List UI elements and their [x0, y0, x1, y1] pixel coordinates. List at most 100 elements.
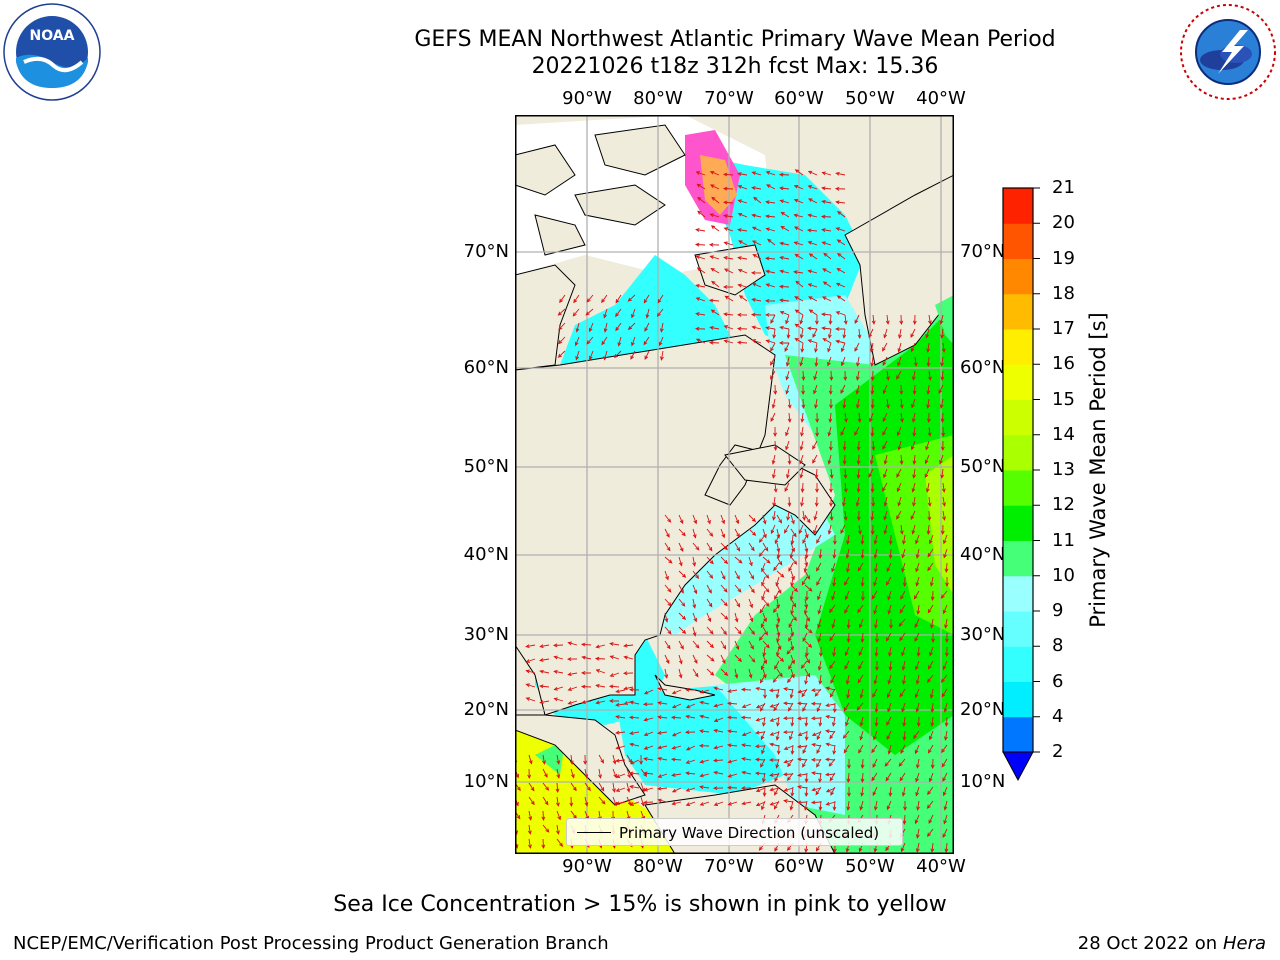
- wave-arrow: [899, 604, 906, 614]
- wave-arrow: [844, 590, 850, 601]
- wave-arrow: [874, 562, 878, 573]
- wave-arrow: [886, 688, 892, 699]
- wave-arrow: [926, 524, 931, 536]
- wave-arrow: [765, 200, 776, 205]
- wave-arrow: [692, 584, 698, 595]
- wave-arrow: [816, 562, 822, 572]
- coastal-water: [645, 495, 835, 635]
- wave-arrow: [812, 440, 818, 450]
- wave-arrow: [692, 542, 700, 551]
- wave-arrow: [800, 426, 804, 437]
- wave-arrow: [808, 198, 818, 204]
- wave-arrow: [844, 604, 850, 614]
- wave-arrow: [664, 598, 672, 607]
- wave-arrow: [943, 702, 948, 713]
- wave-arrow: [580, 684, 592, 689]
- wave-arrow: [553, 686, 564, 691]
- wave-arrow: [588, 322, 594, 333]
- wave-arrow: [581, 700, 592, 705]
- wave-arrow: [796, 757, 808, 762]
- wave-arrow: [615, 322, 622, 332]
- wave-arrow: [706, 598, 713, 608]
- wave-arrow: [939, 454, 944, 465]
- wave-arrow: [699, 700, 710, 705]
- sea-ice-orange: [700, 155, 737, 215]
- wave-arrow: [939, 314, 944, 325]
- wave-arrow: [844, 646, 850, 657]
- wave-arrow: [615, 745, 626, 750]
- wave-arrow: [856, 482, 861, 494]
- wave-arrow: [804, 528, 809, 539]
- wave-arrow: [769, 801, 780, 806]
- wave-arrow: [912, 468, 917, 479]
- wave-arrow: [776, 528, 781, 539]
- wave-arrow: [845, 716, 850, 727]
- wave-arrow: [726, 715, 738, 720]
- wave-arrow: [608, 698, 620, 703]
- wave-arrow: [799, 314, 804, 325]
- wave-arrow: [785, 440, 790, 451]
- wave-arrow: [776, 598, 781, 609]
- wave-arrow: [843, 482, 848, 493]
- wave-arrow: [925, 440, 930, 451]
- wave-arrow: [706, 584, 712, 594]
- wave-arrow: [657, 756, 668, 761]
- greenland-coast-green: [935, 295, 954, 345]
- wave-arrow: [741, 743, 752, 748]
- wave-arrow: [724, 295, 734, 302]
- wave-arrow: [657, 686, 668, 691]
- colorbar-segment: [1003, 223, 1033, 259]
- wave-arrow: [942, 772, 948, 782]
- wave-arrow: [899, 688, 906, 698]
- wave-arrow: [897, 356, 902, 367]
- wave-arrow: [762, 598, 770, 607]
- greenland-land: [844, 174, 954, 366]
- wave-arrow: [786, 510, 791, 521]
- wave-arrow: [726, 785, 738, 790]
- wave-arrow: [629, 742, 640, 747]
- wave-arrow: [631, 308, 636, 319]
- wave-arrow: [815, 483, 819, 494]
- wave-arrow: [603, 308, 608, 319]
- colorbar-tick-label: 11: [1052, 529, 1075, 551]
- wave-arrow: [678, 542, 684, 553]
- wave-arrow: [664, 654, 670, 665]
- wave-arrow: [783, 687, 794, 691]
- wave-arrow: [916, 604, 921, 615]
- wave-arrow: [692, 598, 697, 609]
- wave-arrow: [832, 744, 837, 755]
- wave-arrow: [940, 674, 948, 683]
- wave-arrow: [609, 655, 620, 660]
- wave-arrow: [762, 584, 770, 593]
- wave-arrow: [873, 576, 878, 587]
- lat-label-right-40n: 40°N: [960, 544, 1006, 565]
- wave-arrow: [856, 356, 860, 367]
- wave-arrow: [748, 612, 754, 623]
- wave-arrow: [897, 440, 902, 451]
- wave-arrow: [806, 228, 818, 233]
- wave-arrow: [789, 800, 794, 811]
- wave-arrow: [552, 643, 564, 648]
- wave-arrow: [788, 660, 794, 670]
- wave-arrow: [762, 646, 767, 657]
- wave-arrow: [799, 328, 804, 339]
- wave-arrow: [685, 714, 696, 719]
- wave-arrow: [727, 759, 738, 764]
- wave-arrow: [828, 440, 833, 452]
- wave-arrow: [657, 745, 668, 750]
- wave-arrow: [794, 309, 804, 316]
- wave-arrow: [843, 468, 848, 480]
- wave-arrow: [827, 524, 832, 535]
- colorbar-segment: [1003, 681, 1033, 718]
- wave-arrow: [872, 688, 878, 698]
- wave-arrow: [902, 814, 907, 826]
- canada-west-land: [515, 264, 576, 371]
- nws-logo-icon: [1180, 4, 1276, 100]
- wave-arrow: [818, 800, 823, 812]
- wave-arrow: [816, 534, 822, 544]
- wave-arrow: [569, 754, 574, 765]
- wave-arrow: [678, 668, 683, 679]
- map-canvas: [515, 115, 954, 854]
- wave-arrow: [857, 412, 862, 424]
- wave-arrow: [901, 702, 906, 713]
